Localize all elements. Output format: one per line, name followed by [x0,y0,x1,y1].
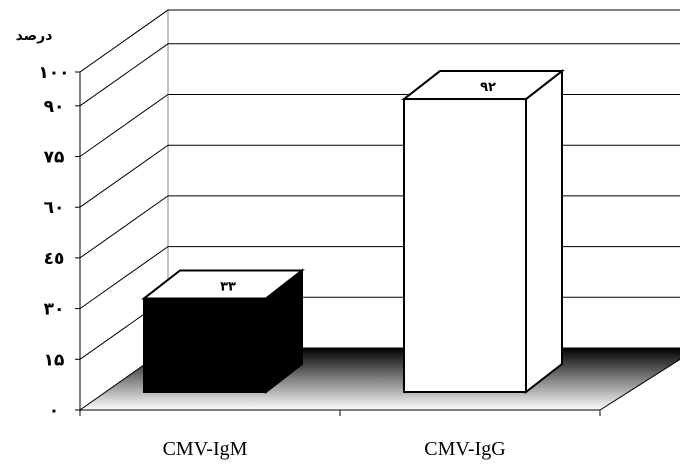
y-tick-label: ٤٥ [44,249,65,269]
gridline [79,43,680,107]
y-tick-label: ۰ [49,401,59,421]
y-tick-label: ۹۰ [44,97,65,117]
y-tick-label: ٦۰ [44,198,65,218]
y-tick-label: ۱۰۰ [38,63,69,83]
y-tick-label: ۷۵ [44,148,65,168]
bar-front [143,297,267,393]
bar-top [401,70,565,101]
gridline [79,9,680,73]
data-label: ۳۳ [220,279,236,294]
y-tick-label: ۳۰ [44,300,65,320]
bars: ۳۳ CMV-IgM ۹۲ CMV-IgG [141,68,565,460]
bar-cmv-igg: ۹۲ CMV-IgG [401,68,565,460]
bar-cmv-igm: ۳۳ CMV-IgM [141,268,305,460]
y-tick-label: ۱۵ [44,350,65,370]
bar-front [403,98,527,393]
axes [79,72,601,416]
bar-side [525,68,563,395]
data-label: ۹۲ [480,80,496,95]
y-axis-label: درصد [16,28,53,44]
x-tick-label: CMV-IgG [424,438,506,460]
bar-top [141,269,305,300]
x-tick-label: CMV-IgM [163,438,248,460]
y-axis-ticks: ۰ ۱۵ ۳۰ ٤٥ ٦۰ ۷۵ ۹۰ ۱۰۰ [38,63,80,421]
